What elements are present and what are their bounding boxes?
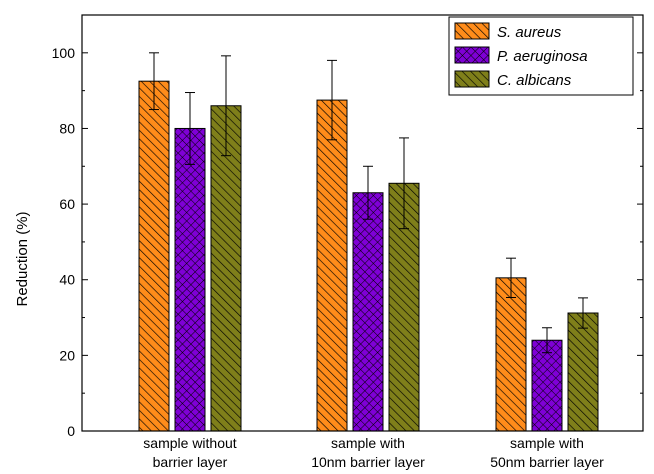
bar-0-1 bbox=[316, 99, 348, 432]
bar-2-2 bbox=[567, 312, 599, 432]
legend-label-1: P. aeruginosa bbox=[497, 48, 588, 65]
bar-0-2 bbox=[495, 277, 527, 432]
error-bar-1-1 bbox=[363, 165, 373, 220]
y-tick-label-80: 80 bbox=[59, 120, 75, 136]
y-tick-label-40: 40 bbox=[59, 272, 75, 288]
error-bar-2-2 bbox=[578, 297, 588, 329]
y-tick-label-0: 0 bbox=[67, 423, 75, 439]
x-tick-label-1: sample with 10nm barrier layer bbox=[311, 435, 425, 470]
ticks-layer: 0 20 40 60 80 100 bbox=[52, 45, 643, 439]
bar-1-2 bbox=[531, 339, 563, 432]
legend-swatch-2 bbox=[454, 70, 490, 88]
x-tick-labels: sample without barrier layer sample with 10… bbox=[143, 435, 604, 470]
error-bar-1-2 bbox=[542, 327, 552, 354]
x-tick-label-2: sample with 50nm barrier layer bbox=[490, 435, 604, 470]
error-bar-2-1 bbox=[399, 137, 409, 230]
plot-frame bbox=[81, 14, 644, 432]
error-bar-0-2 bbox=[506, 257, 516, 299]
error-bar-0-0 bbox=[149, 52, 159, 111]
error-bar-0-1 bbox=[327, 59, 337, 141]
legend-label-0: S. aureus bbox=[497, 24, 562, 41]
y-tick-label-100: 100 bbox=[52, 45, 76, 61]
legend-label-2: C. albicans bbox=[497, 72, 572, 89]
legend-swatch-0 bbox=[454, 22, 490, 40]
axes-layer bbox=[81, 14, 644, 432]
error-bar-2-0 bbox=[221, 55, 231, 157]
y-axis-label: Reduction (%) bbox=[14, 211, 31, 306]
error-bars-layer bbox=[149, 52, 588, 354]
error-bar-1-0 bbox=[185, 92, 195, 165]
legend-swatch-1 bbox=[454, 46, 490, 64]
x-tick-label-0: sample without barrier layer bbox=[143, 435, 236, 470]
bar-2-0 bbox=[210, 105, 242, 432]
bar-0-0 bbox=[138, 80, 170, 432]
y-tick-label-60: 60 bbox=[59, 196, 75, 212]
bar-1-1 bbox=[352, 192, 384, 432]
y-tick-label-20: 20 bbox=[59, 347, 75, 363]
legend: S. aureus P. aeruginosa C. albicans bbox=[448, 16, 634, 96]
bars-layer bbox=[138, 80, 599, 432]
bar-1-0 bbox=[174, 127, 206, 432]
